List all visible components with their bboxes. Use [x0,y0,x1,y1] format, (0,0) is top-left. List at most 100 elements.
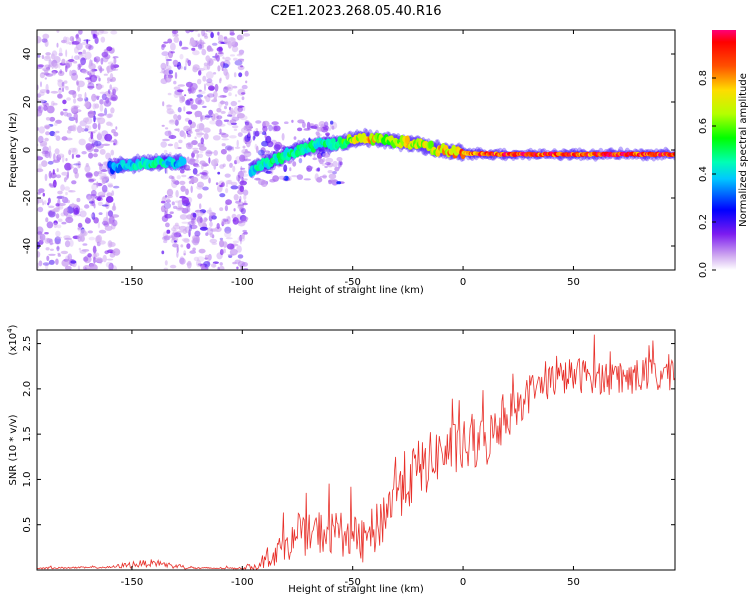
heatmap-noise-cell [83,104,90,107]
heatmap-noise-cell [41,55,45,59]
heatmap-noise-cell [78,247,82,251]
heatmap-noise-cell [171,178,176,183]
heatmap-noise-cell [172,243,179,248]
heatmap-noise-cell [65,86,69,91]
heatmap-noise-cell [164,130,172,137]
heatmap-noise-cell [212,135,221,141]
heatmap-noise-cell [176,206,184,212]
heatmap-noise-cell [108,220,114,225]
heatmap-noise-cell [168,69,174,75]
heatmap-noise-cell [110,79,115,83]
y-tick-label: -40 [22,238,33,254]
heatmap-noise-cell [232,125,239,129]
heatmap-noise-cell [82,243,88,246]
heatmap-noise-cell [79,235,85,242]
heatmap-noise-cell [188,224,192,232]
heatmap-noise-cell [291,119,294,123]
heatmap-noise-cell [237,170,245,179]
heatmap-noise-cell [210,31,214,39]
heatmap-noise-cell [254,177,261,181]
heatmap-noise-cell [97,201,103,206]
snr-y-multiplier-exp: 4 [6,328,14,333]
heatmap-noise-cell [77,265,80,270]
heatmap-noise-cell [242,145,246,149]
heatmap-noise-cell [73,112,78,121]
heatmap-noise-cell [102,216,110,225]
heatmap-noise-cell [78,138,86,146]
heatmap-noise-cell [65,175,69,180]
heatmap-noise-cell [94,36,99,45]
x-tick-label: -150 [121,277,144,288]
heatmap-noise-cell [106,192,113,198]
heatmap-noise-cell [42,146,49,153]
heatmap-noise-cell [93,203,96,209]
heatmap-noise-cell [75,154,81,158]
heatmap-noise-cell [239,180,247,186]
heatmap-noise-cell [183,125,191,132]
heatmap-noise-cell [221,218,227,226]
heatmap-noise-cell [201,48,207,56]
heatmap-noise-cell [253,130,256,136]
heatmap-noise-cell [178,93,183,100]
heatmap-noise-cell [37,226,44,235]
heatmap-noise-cell [228,92,232,97]
heatmap-noise-cell [171,237,179,242]
heatmap-noise-cell [316,132,321,139]
heatmap-noise-cell [173,86,181,90]
heatmap-noise-cell [108,262,114,270]
heatmap-noise-cell [228,37,236,45]
heatmap-noise-cell [97,131,102,140]
heatmap-noise-cell [112,56,119,59]
heatmap-noise-cell [107,182,113,187]
heatmap-noise-cell [165,207,168,213]
heatmap-noise-cell [93,171,99,177]
heatmap-noise-cell [223,36,228,45]
heatmap-noise-cell [38,163,42,171]
spectrogram-y-ticks: -40 -20 0 20 40 [22,48,675,254]
heatmap-noise-cell [234,160,238,165]
heatmap-noise-cell [37,168,44,173]
heatmap-noise-cell [168,235,175,239]
heatmap-noise-cell [44,237,51,244]
heatmap-noise-cell [62,87,64,92]
heatmap-noise-cell [216,47,223,52]
heatmap-noise-cell [201,172,208,175]
heatmap-noise-cell [89,74,98,83]
heatmap-noise-cell [97,122,101,131]
heatmap-noise-cell [49,242,54,245]
heatmap-noise-cell [101,204,109,207]
heatmap-noise-cell [69,203,78,207]
heatmap-noise-cell [166,229,171,234]
heatmap-noise-cell [241,96,245,101]
heatmap-noise-cell [261,131,267,135]
heatmap-noise-cell [192,149,200,154]
heatmap-noise-cell [257,149,265,156]
heatmap-noise-cell [197,67,205,72]
heatmap-noise-cell [85,43,92,50]
heatmap-noise-cell [224,173,231,178]
heatmap-noise-cell [61,58,66,64]
heatmap-noise-cell [240,65,244,68]
heatmap-noise-cell [217,266,220,270]
heatmap-ridge-cell [428,140,434,149]
heatmap-noise-cell [197,193,203,200]
heatmap-noise-cell [53,62,59,69]
heatmap-noise-cell [209,221,213,227]
heatmap-noise-cell [161,250,165,255]
heatmap-noise-cell [213,150,218,156]
heatmap-noise-cell [64,162,72,171]
heatmap-noise-cell [55,203,60,207]
heatmap-noise-cell [105,152,111,160]
heatmap-noise-cell [53,56,61,63]
heatmap-noise-cell [161,215,169,223]
heatmap-noise-cell [173,205,178,209]
heatmap-noise-cell [64,186,70,191]
heatmap-noise-cell [220,148,227,155]
heatmap-noise-cell [71,124,77,132]
y-tick-label: 0 [22,147,33,153]
heatmap-noise-cell [217,31,220,36]
heatmap-noise-cell [219,95,227,98]
heatmap-noise-cell [216,223,220,230]
snr-y-multiplier-close: ) [8,324,19,328]
heatmap-noise-cell [81,41,87,46]
